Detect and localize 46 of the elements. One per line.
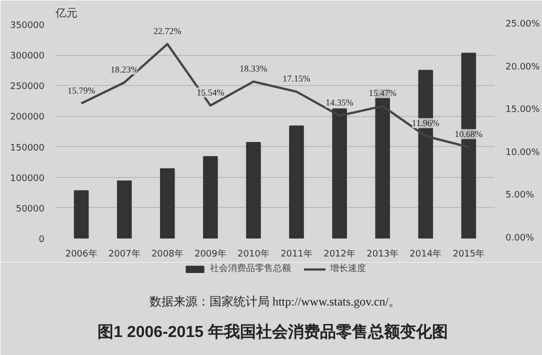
data-label: 10.68% bbox=[454, 129, 484, 140]
y-tick-label: 250000 bbox=[10, 82, 45, 92]
text: 图1 2006-2015 年我国社会消费品零售总额变化图 bbox=[98, 322, 448, 341]
x-tick-label: 2012年 bbox=[324, 248, 356, 260]
data-label: 17.15% bbox=[282, 74, 311, 84]
source-note: 数据来源：国家统计局 http://www.stats.gov.cn/。 bbox=[149, 294, 401, 309]
y-tick-label: 200000 bbox=[10, 112, 45, 123]
y2-tick-label: 5.00% bbox=[506, 190, 535, 201]
y-tick-label: 300000 bbox=[10, 52, 45, 62]
y-tick-label: 50000 bbox=[16, 204, 45, 214]
bar bbox=[116, 180, 132, 238]
x-tick-label: 2014年 bbox=[410, 248, 442, 260]
x-tick-label: 2011年 bbox=[280, 248, 312, 260]
legend-label: 社会消费品零售总额 bbox=[210, 262, 291, 275]
x-tick-label: 2013年 bbox=[366, 248, 399, 260]
data-label: 18.33% bbox=[240, 64, 268, 74]
bar bbox=[74, 190, 89, 238]
bar bbox=[289, 125, 304, 238]
x-tick-label: 2008年 bbox=[151, 248, 184, 260]
x-tick-label: 2015年 bbox=[452, 248, 485, 260]
y2-tick-label: 10.00% bbox=[506, 148, 540, 158]
y2-tick-label: 15.00% bbox=[506, 105, 540, 116]
bar bbox=[246, 142, 261, 238]
bar bbox=[203, 156, 218, 238]
data-label: 14.35% bbox=[326, 98, 354, 108]
y-axis-title: 亿元 bbox=[54, 8, 78, 20]
data-label: 22.72% bbox=[154, 26, 182, 36]
y2-tick-label: 20.00% bbox=[506, 62, 540, 72]
y-tick-label: 100000 bbox=[10, 174, 45, 184]
data-label: 15.47% bbox=[368, 88, 397, 98]
data-label: 11.96% bbox=[412, 118, 440, 128]
y-tick-label: 0 bbox=[38, 235, 45, 245]
data-label: 15.79% bbox=[67, 85, 96, 96]
bar bbox=[332, 108, 347, 238]
x-tick-label: 2006年 bbox=[65, 248, 98, 260]
y-tick-label: 350000 bbox=[10, 21, 45, 31]
legend-label: 增长速度 bbox=[330, 262, 366, 275]
data-label: 18.23% bbox=[110, 64, 139, 74]
y2-tick-label: 25.00% bbox=[506, 20, 540, 30]
x-tick-label: 2009年 bbox=[194, 248, 226, 260]
x-tick-label: 2007年 bbox=[108, 248, 140, 260]
y2-tick-label: 0.00% bbox=[506, 234, 535, 244]
x-tick-label: 2010年 bbox=[238, 248, 270, 260]
y-tick-label: 150000 bbox=[10, 143, 45, 154]
data-label: 15.54% bbox=[196, 87, 225, 98]
bar bbox=[160, 168, 175, 238]
